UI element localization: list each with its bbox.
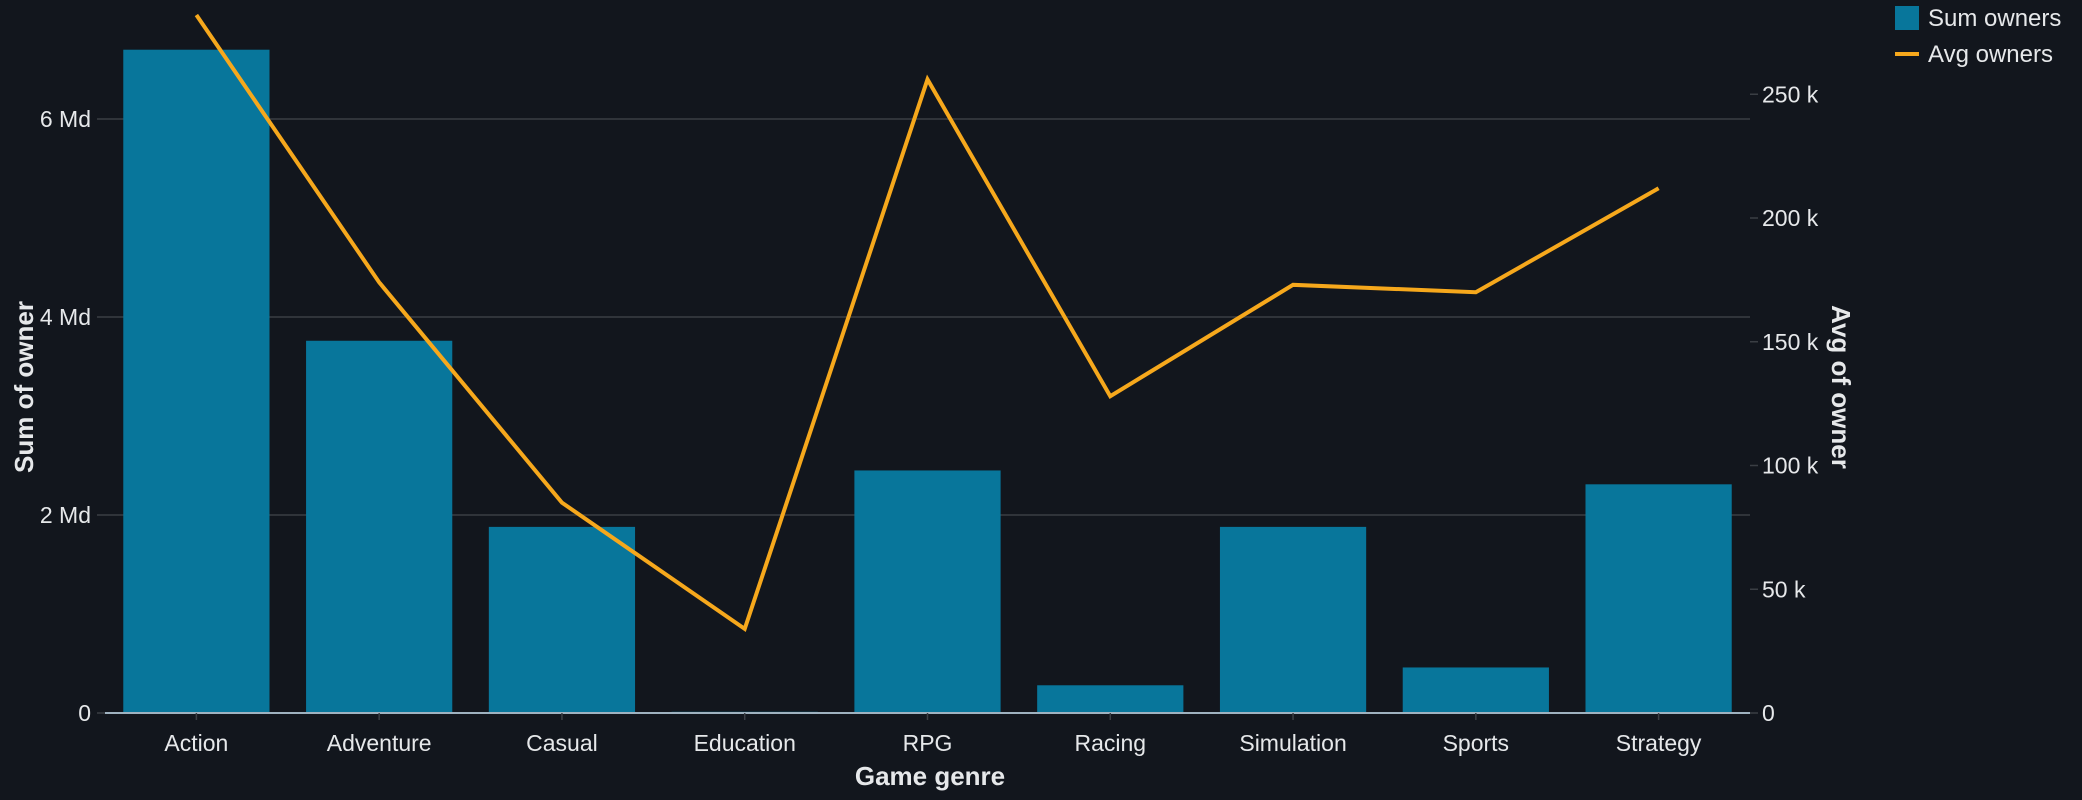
y2-tick-label: 100 k: [1762, 453, 1819, 479]
y2-tick-label: 0: [1762, 700, 1775, 726]
legend-label-bar: Sum owners: [1928, 5, 2061, 32]
y2-tick-label: 150 k: [1762, 329, 1819, 355]
x-tick-label: Strategy: [1616, 730, 1702, 756]
legend-swatch-bar: [1895, 6, 1919, 30]
bar: [306, 340, 453, 713]
bar: [1037, 685, 1184, 713]
bar: [1585, 484, 1732, 713]
y-axis-title: Sum of owner: [9, 301, 39, 473]
x-tick-label: Adventure: [327, 730, 432, 756]
y2-tick-labels: 0 50 k 100 k 150 k 200 k 250 k: [1762, 81, 1819, 726]
bar: [1219, 526, 1367, 713]
x-tick-label: Racing: [1074, 730, 1146, 756]
y-tick-label: 6 Md: [40, 106, 91, 132]
x-tick-label: Action: [164, 730, 228, 756]
bar: [1402, 667, 1549, 713]
y-tick-label: 4 Md: [40, 304, 91, 330]
line-series: [194, 13, 1660, 633]
bar: [488, 526, 636, 713]
y-tick-label: 0: [78, 700, 91, 726]
bar: [123, 49, 270, 713]
x-tick-labels: Action Adventure Casual Education RPG Racing S…: [164, 730, 1702, 756]
x-tick-label: Simulation: [1239, 730, 1346, 756]
bar: [854, 470, 1001, 713]
x-tick-label: Sports: [1443, 730, 1509, 756]
y-tick-label: 2 Md: [40, 502, 91, 528]
y2-tick-label: 200 k: [1762, 205, 1819, 231]
x-tick-label: Casual: [526, 730, 598, 756]
y-tick-labels: 0 2 Md 4 Md 6 Md: [40, 106, 91, 726]
y2-tick-label: 50 k: [1762, 576, 1806, 602]
y2-tick-label: 250 k: [1762, 81, 1819, 107]
legend-label-line: Avg owners: [1928, 41, 2053, 68]
legend: Sum owners Avg owners: [1895, 5, 2061, 68]
x-tick-label: RPG: [903, 730, 953, 756]
x-axis-title: Game genre: [855, 761, 1005, 791]
y2-axis-title: Avg of owner: [1826, 305, 1856, 469]
bar-series: [123, 49, 1732, 714]
axes: [97, 93, 1758, 720]
x-tick-label: Education: [694, 730, 796, 756]
